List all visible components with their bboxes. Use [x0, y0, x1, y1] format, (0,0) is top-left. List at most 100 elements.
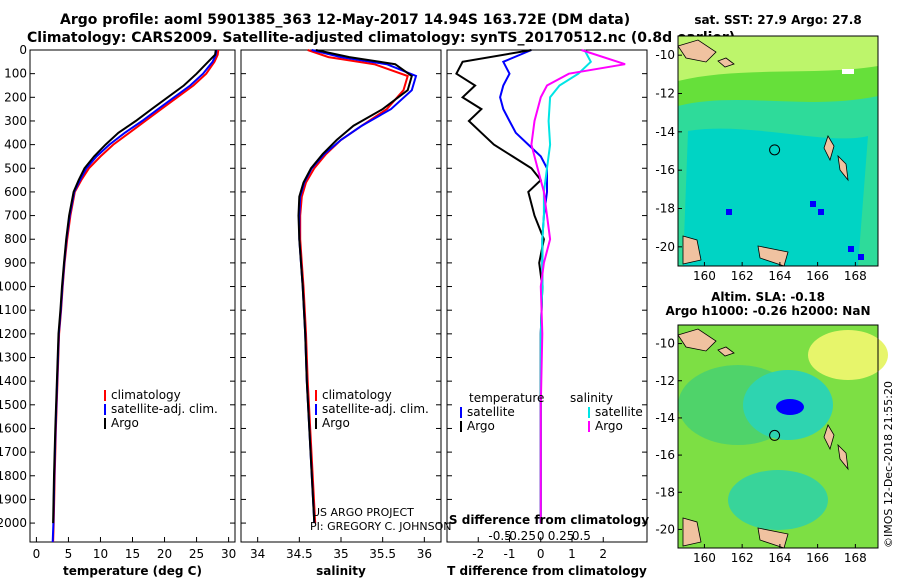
y-tick-label: 1600: [0, 421, 27, 435]
x-tick-label: 34: [250, 547, 265, 561]
x-tick-label: 35.5: [369, 547, 396, 561]
map-y-tick-label: -18: [655, 202, 675, 216]
y-tick-label: 400: [4, 138, 27, 152]
y-tick-label: 1700: [0, 445, 27, 459]
difference-plot-frame: [446, 49, 648, 543]
map-cell: [726, 209, 732, 215]
y-tick-label: 500: [4, 161, 27, 175]
s-tick-label: 0.5: [572, 529, 591, 543]
legend-title-temperature: temperature: [469, 391, 544, 405]
map-y-tick-label: -14: [655, 411, 675, 425]
sla-map-subtitle: Argo h1000: -0.26 h2000: NaN: [665, 304, 870, 318]
map-frame: [677, 324, 879, 549]
argo-float-marker: [769, 144, 781, 156]
difference-panel: -2 -1 0 1 2 T difference from climatology temp…: [446, 49, 649, 578]
land-mass: [823, 424, 835, 451]
map-x-tick-label: 164: [768, 551, 791, 565]
x-tick-label: 0: [537, 547, 545, 561]
map-high-sla: [808, 330, 888, 380]
legend-entry: Argo: [595, 419, 623, 433]
y-tick-label: 1400: [0, 374, 27, 388]
map-y-tick-label: -12: [655, 87, 675, 101]
salinity-plot-frame: [240, 49, 442, 543]
map-cell: [810, 201, 816, 207]
map-x-tick-label: 164: [768, 269, 791, 283]
x-tick-label: 35: [333, 547, 348, 561]
land-mass: [837, 154, 849, 182]
x-tick-label: -1: [504, 547, 516, 561]
sla-map: 160 162 164 166 168 -10 -12 -14 -16 -18 -20 Altim. …: [655, 290, 888, 565]
map-x-tick-label: 162: [731, 269, 754, 283]
map-blob: [728, 470, 828, 530]
s-tick-label: -0.25: [505, 529, 536, 543]
y-tick-label: 1900: [0, 492, 27, 506]
temperature-plot-frame: [29, 49, 236, 543]
temperature-panel: 0 5 10 15 20 25 30 temperature (deg C) 0 100 200 30…: [0, 43, 236, 578]
y-tick-label: 600: [4, 185, 27, 199]
land-mass: [823, 135, 835, 162]
legend-entry: satellite: [595, 405, 643, 419]
map-y-tick-label: -20: [655, 240, 675, 254]
map-x-tick-label: 160: [693, 551, 716, 565]
salinity-series-argo: [297, 49, 413, 524]
map-x-tick-label: 168: [844, 269, 867, 283]
y-tick-label: 0: [19, 43, 27, 57]
s-tick-label: -0.5: [488, 529, 511, 543]
map-x-tick-label: 166: [806, 551, 829, 565]
x-tick-label: 2: [599, 547, 607, 561]
difference-series-salinity-argo: [530, 49, 626, 524]
land-mass: [717, 57, 735, 68]
temperature-x-axis-label: temperature (deg C): [63, 564, 202, 578]
x-tick-label: 1: [568, 547, 576, 561]
map-cell: [848, 246, 854, 252]
difference-x-axis-label: T difference from climatology: [447, 564, 647, 578]
map-cell: [858, 254, 864, 260]
y-tick-label: 1200: [0, 327, 27, 341]
y-tick-label: 100: [4, 67, 27, 81]
figure-title-line1: Argo profile: aoml 5901385_363 12-May-20…: [60, 12, 631, 28]
y-tick-label: 1100: [0, 303, 27, 317]
map-frame: [677, 35, 879, 267]
legend-entry: Argo: [467, 419, 495, 433]
y-tick-label: 1000: [0, 280, 27, 294]
figure-title-line2: Climatology: CARS2009. Satellite-adjuste…: [27, 30, 736, 46]
map-y-tick-label: -20: [655, 522, 675, 536]
s-tick-label: 0: [537, 529, 545, 543]
x-tick-label: 5: [65, 547, 73, 561]
map-y-tick-label: -12: [655, 374, 675, 388]
map-y-tick-label: -14: [655, 125, 675, 139]
x-tick-label: 15: [125, 547, 140, 561]
y-tick-label: 700: [4, 209, 27, 223]
x-tick-label: 34.5: [286, 547, 313, 561]
s-difference-label: S difference from climatology: [449, 513, 649, 527]
salinity-panel: 34 34.5 35 35.5 36 salinity climatologysatelli…: [240, 49, 442, 578]
map-low-sla: [776, 399, 804, 415]
credit-line-2: PI: GREGORY C. JOHNSON: [310, 520, 451, 533]
land-mass: [677, 39, 717, 63]
legend-entry: satellite: [467, 405, 515, 419]
x-tick-label: 30: [221, 547, 236, 561]
legend-entry: climatology: [322, 388, 392, 402]
salinity-x-axis-label: salinity: [316, 564, 366, 578]
x-tick-label: -2: [472, 547, 484, 561]
legend-entry: satellite-adj. clim.: [322, 402, 429, 416]
sla-map-title: Altim. SLA: -0.18: [711, 290, 825, 304]
land-mass: [682, 235, 702, 265]
legend-entry: satellite-adj. clim.: [111, 402, 218, 416]
x-tick-label: 36: [417, 547, 432, 561]
map-y-tick-label: -18: [655, 485, 675, 499]
y-tick-label: 1800: [0, 469, 27, 483]
x-tick-label: 20: [157, 547, 172, 561]
map-x-tick-label: 160: [693, 269, 716, 283]
land-mass: [837, 443, 849, 471]
x-tick-label: 25: [189, 547, 204, 561]
y-tick-label: 1500: [0, 398, 27, 412]
legend-entry: climatology: [111, 388, 181, 402]
map-x-tick-label: 166: [806, 269, 829, 283]
legend-entry: Argo: [322, 416, 350, 430]
credit-line-1: US ARGO PROJECT: [312, 506, 414, 519]
map-y-tick-label: -10: [655, 337, 675, 351]
y-tick-label: 2000: [0, 516, 27, 530]
x-tick-label: 0: [33, 547, 41, 561]
map-y-tick-label: -10: [655, 48, 675, 62]
